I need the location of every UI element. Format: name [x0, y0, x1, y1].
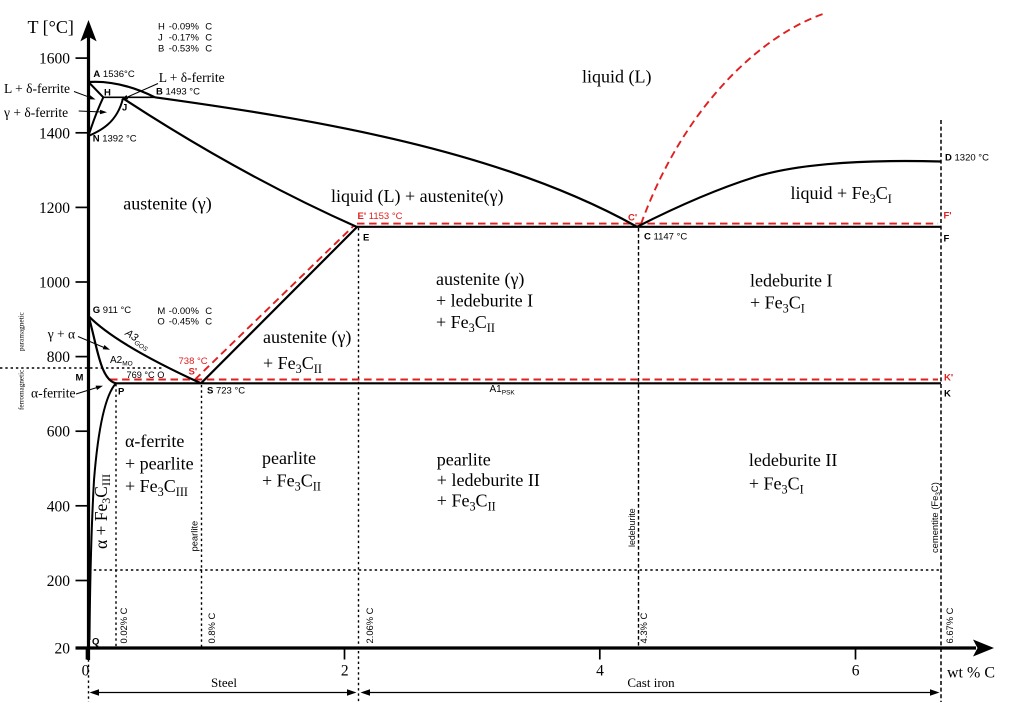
- svg-text:austenite (γ): austenite (γ): [436, 269, 524, 290]
- svg-text:O: O: [157, 317, 164, 328]
- svg-text:wt % C: wt % C: [947, 665, 995, 682]
- svg-text:-0.00%: -0.00%: [169, 306, 200, 317]
- svg-text:austenite (γ): austenite (γ): [263, 327, 351, 348]
- svg-text:ledeburite II: ledeburite II: [749, 450, 837, 470]
- svg-text:α-ferrite: α-ferrite: [125, 431, 184, 451]
- svg-text:6.67% C: 6.67% C: [944, 607, 955, 643]
- svg-text:P: P: [118, 387, 125, 398]
- svg-text:ferromagnetic: ferromagnetic: [18, 370, 26, 410]
- svg-text:H: H: [104, 88, 111, 99]
- svg-text:C': C': [628, 213, 637, 224]
- svg-text:α + Fe3CIII: α + Fe3CIII: [91, 474, 113, 549]
- svg-text:F': F': [944, 211, 952, 222]
- svg-text:600: 600: [47, 424, 71, 441]
- svg-text:1600: 1600: [39, 51, 70, 68]
- svg-text:N 1392 °C: N 1392 °C: [93, 134, 137, 145]
- svg-text:L + δ-ferrite: L + δ-ferrite: [4, 81, 70, 96]
- svg-text:0: 0: [82, 663, 90, 680]
- svg-text:E' 1153 °C: E' 1153 °C: [358, 211, 403, 222]
- svg-text:C 1147 °C: C 1147 °C: [644, 232, 687, 243]
- svg-text:M: M: [157, 306, 165, 317]
- svg-text:L + δ-ferrite: L + δ-ferrite: [159, 70, 225, 85]
- svg-text:paramagnetic: paramagnetic: [18, 312, 26, 351]
- svg-text:ledeburite I: ledeburite I: [750, 271, 832, 291]
- svg-text:C: C: [205, 44, 212, 55]
- svg-text:A 1536°C: A 1536°C: [93, 69, 134, 80]
- svg-text:6: 6: [852, 663, 860, 680]
- svg-text:738 °C: 738 °C: [179, 356, 208, 367]
- svg-text:0.8% C: 0.8% C: [206, 613, 217, 644]
- svg-text:pearlite: pearlite: [437, 449, 491, 469]
- svg-text:769 °C O: 769 °C O: [127, 370, 165, 380]
- svg-text:cementite (Fe3C): cementite (Fe3C): [929, 482, 942, 553]
- svg-text:Cast iron: Cast iron: [627, 675, 675, 690]
- svg-text:2: 2: [341, 663, 349, 680]
- svg-text:liquid + Fe3CI: liquid + Fe3CI: [791, 183, 892, 206]
- svg-text:+ Fe3CI: + Fe3CI: [749, 473, 804, 496]
- svg-text:Steel: Steel: [211, 675, 237, 690]
- svg-text:J: J: [122, 103, 127, 114]
- svg-text:+ Fe3CII: + Fe3CII: [436, 312, 495, 335]
- svg-text:K': K': [944, 373, 953, 384]
- svg-text:400: 400: [47, 498, 71, 515]
- svg-text:pearlite: pearlite: [189, 521, 200, 552]
- svg-text:C: C: [205, 32, 212, 43]
- svg-text:+ ledeburite II: + ledeburite II: [437, 470, 540, 490]
- svg-text:800: 800: [47, 349, 71, 366]
- svg-text:H: H: [158, 22, 165, 33]
- svg-text:Q: Q: [92, 637, 99, 648]
- svg-text:C: C: [205, 306, 212, 317]
- svg-text:-0.45%: -0.45%: [169, 317, 200, 328]
- svg-text:α-ferrite: α-ferrite: [31, 386, 76, 401]
- svg-text:+ Fe3CII: + Fe3CII: [437, 490, 496, 513]
- svg-text:200: 200: [47, 573, 71, 590]
- svg-text:K: K: [944, 389, 951, 400]
- svg-text:+ Fe3CII: + Fe3CII: [263, 353, 322, 376]
- svg-text:E: E: [363, 233, 369, 244]
- svg-text:ledeburite: ledeburite: [627, 508, 637, 547]
- svg-text:1000: 1000: [39, 275, 70, 292]
- svg-text:2.06% C: 2.06% C: [364, 607, 375, 643]
- svg-text:F: F: [944, 234, 950, 245]
- svg-text:+ ledeburite I: + ledeburite I: [436, 291, 533, 311]
- svg-text:1200: 1200: [39, 200, 70, 217]
- svg-text:+ Fe3CIII: + Fe3CIII: [125, 476, 188, 499]
- svg-text:S 723 °C: S 723 °C: [207, 386, 245, 397]
- svg-text:M: M: [76, 373, 84, 384]
- svg-text:-0.09%: -0.09%: [169, 22, 200, 33]
- svg-text:-0.17%: -0.17%: [169, 32, 200, 43]
- svg-text:-0.53%: -0.53%: [169, 44, 200, 55]
- svg-text:+ Fe3CI: + Fe3CI: [750, 293, 805, 316]
- svg-text:4: 4: [596, 663, 604, 680]
- svg-text:1400: 1400: [39, 125, 70, 142]
- svg-text:0.02% C: 0.02% C: [118, 607, 129, 643]
- svg-text:+ pearlite: + pearlite: [125, 454, 194, 474]
- svg-text:pearlite: pearlite: [262, 448, 316, 468]
- svg-text:D 1320 °C: D 1320 °C: [945, 153, 989, 164]
- svg-text:C: C: [205, 22, 212, 33]
- svg-text:S': S': [189, 367, 198, 378]
- svg-text:4.3% C: 4.3% C: [638, 613, 649, 644]
- svg-text:liquid (L): liquid (L): [582, 67, 652, 88]
- svg-text:T [°C]: T [°C]: [28, 17, 74, 37]
- svg-text:B: B: [158, 44, 164, 55]
- svg-text:C: C: [205, 317, 212, 328]
- svg-text:γ + δ-ferrite: γ + δ-ferrite: [3, 105, 68, 120]
- svg-text:γ + α: γ + α: [47, 327, 75, 342]
- svg-text:austenite (γ): austenite (γ): [123, 194, 211, 215]
- svg-text:G 911 °C: G 911 °C: [93, 305, 132, 316]
- svg-text:20: 20: [55, 640, 71, 657]
- svg-text:B 1493 °C: B 1493 °C: [156, 87, 200, 98]
- svg-text:liquid (L) + austenite(γ): liquid (L) + austenite(γ): [331, 186, 504, 207]
- svg-text:J: J: [158, 32, 163, 43]
- svg-text:+ Fe3CII: + Fe3CII: [262, 471, 321, 494]
